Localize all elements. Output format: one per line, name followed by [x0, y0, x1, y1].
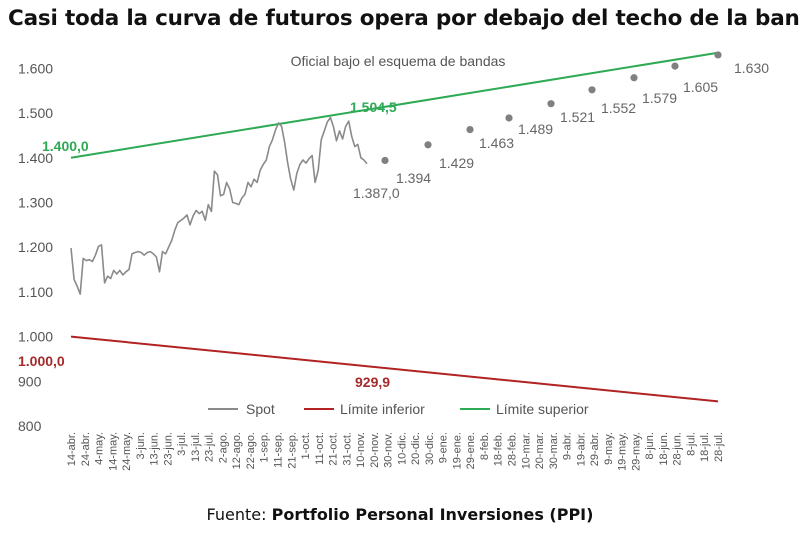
futures-point: [466, 126, 474, 134]
x-tick-label: 29-abr.: [589, 432, 601, 466]
futures-label: 1.394: [396, 170, 431, 186]
x-tick-label: 13-jun.: [149, 432, 161, 466]
plot-area: [70, 51, 722, 403]
futures-point: [381, 156, 389, 165]
x-tick-label: 20-mar.: [534, 432, 546, 469]
x-tick-label: 20-dic.: [410, 432, 422, 465]
futures-label: 1.429: [439, 155, 474, 171]
x-tick-label: 13-jul.: [190, 432, 202, 462]
x-tick-label: 19-abr.: [575, 432, 587, 466]
x-tick-label: 1-oct.: [300, 432, 312, 460]
x-tick-label: 24-may.: [121, 432, 133, 471]
x-tick-label: 22-ago.: [245, 432, 257, 469]
x-tick-label: 9-abr.: [562, 432, 574, 460]
futures-label: 1.552: [601, 100, 636, 116]
x-tick-label: 18-feb.: [493, 432, 505, 466]
legend: Spot Límite inferior Límite superior: [208, 401, 589, 417]
x-tick-label: 21-sep.: [286, 432, 298, 469]
y-tick-label: 1.200: [18, 239, 53, 255]
y-tick-label: 1.500: [18, 105, 53, 121]
x-axis: 14-abr. 24-abr. 4-may. 14-may. 24-may. 3-jun.…: [66, 432, 725, 471]
annotation-label: 1.504,5: [350, 99, 397, 115]
y-tick-label: 1.600: [18, 60, 53, 76]
x-tick-label: 28-jun.: [672, 432, 684, 466]
x-tick-label: 4-may.: [94, 432, 106, 465]
x-tick-label: 18-jun.: [658, 432, 670, 466]
futures-point: [671, 62, 679, 70]
x-tick-label: 23-jul.: [204, 432, 216, 462]
x-tick-label: 11-oct.: [314, 432, 326, 465]
x-tick-label: 21-oct.: [328, 432, 340, 466]
x-tick-label: 19-ene.: [451, 432, 463, 469]
annotation-label: 1.400,0: [42, 138, 89, 154]
y-axis: 800 900 1.000 1.100 1.200 1.300 1.400 1.500 1.60…: [18, 60, 53, 434]
legend-label: Límite superior: [496, 401, 589, 417]
x-tick-label: 28-feb.: [507, 432, 519, 466]
source-label: Fuente:: [206, 505, 267, 524]
x-tick-label: 29-may.: [630, 432, 642, 471]
annotation-label: 1.387,0: [353, 185, 400, 201]
y-tick-label: 1.400: [18, 150, 53, 166]
x-tick-label: 2-ago.: [217, 432, 229, 463]
x-tick-label: 3-jun.: [135, 432, 147, 460]
x-tick-label: 8-jun.: [644, 432, 656, 460]
x-tick-label: 29-ene.: [465, 432, 477, 469]
legend-label: Spot: [246, 401, 275, 417]
annotation-label: 1.000,0: [18, 353, 65, 369]
y-tick-label: 800: [18, 418, 42, 434]
x-tick-label: 8-jul.: [685, 432, 697, 456]
legend-label: Límite inferior: [340, 401, 425, 417]
futures-label: 1.630: [734, 60, 769, 76]
futures-point: [505, 114, 513, 122]
chart: Oficial bajo el esquema de bandas 800 900…: [18, 51, 769, 471]
spot-line: [70, 116, 368, 295]
futures-point: [547, 100, 555, 108]
x-tick-label: 1-sep.: [259, 432, 271, 463]
x-tick-label: 30-nov.: [383, 432, 395, 468]
futures-point: [630, 74, 638, 82]
futures-label: 1.489: [518, 121, 553, 137]
x-tick-label: 28-jul.: [713, 432, 725, 462]
y-tick-label: 900: [18, 373, 42, 389]
x-tick-label: 23-jun.: [162, 432, 174, 466]
x-tick-label: 10-nov.: [355, 432, 367, 468]
upper-band-line: [70, 51, 719, 159]
futures-label: 1.463: [479, 135, 514, 151]
futures-label: 1.521: [560, 109, 595, 125]
x-tick-label: 18-jul.: [699, 432, 711, 462]
x-tick-label: 14-may.: [107, 432, 119, 471]
lower-band-line: [70, 335, 719, 403]
page-title: Casi toda la curva de futuros opera por …: [8, 6, 800, 31]
chart-subtitle: Oficial bajo el esquema de bandas: [291, 53, 506, 69]
futures-label: 1.605: [683, 79, 718, 95]
x-tick-label: 10-dic.: [396, 432, 408, 465]
x-tick-label: 14-abr.: [66, 432, 78, 466]
x-tick-label: 10-mar.: [520, 432, 532, 469]
futures-point: [714, 51, 722, 59]
x-tick-label: 9-ene.: [438, 432, 450, 463]
futures-label: 1.579: [642, 90, 677, 106]
x-tick-label: 19-may.: [617, 432, 629, 471]
y-tick-label: 1.000: [18, 329, 53, 345]
x-tick-label: 8-feb.: [479, 432, 491, 460]
annotation-label: 929,9: [355, 374, 390, 390]
y-tick-label: 1.100: [18, 284, 53, 300]
x-tick-label: 11-sep.: [272, 432, 284, 468]
x-tick-label: 9-may.: [603, 432, 615, 465]
futures-point: [424, 141, 432, 149]
source-note: Fuente: Portfolio Personal Inversiones (…: [0, 505, 800, 524]
x-tick-label: 20-nov.: [369, 432, 381, 468]
x-tick-label: 3-jul.: [176, 432, 188, 456]
source-name: Portfolio Personal Inversiones (PPI): [271, 505, 594, 524]
x-tick-label: 30-dic.: [424, 432, 436, 465]
y-tick-label: 1.300: [18, 194, 53, 210]
x-tick-label: 12-ago.: [231, 432, 243, 469]
x-tick-label: 31-oct.: [341, 432, 353, 466]
x-tick-label: 24-abr.: [80, 432, 92, 466]
futures-point: [588, 86, 596, 94]
x-tick-label: 30-mar.: [548, 432, 560, 469]
